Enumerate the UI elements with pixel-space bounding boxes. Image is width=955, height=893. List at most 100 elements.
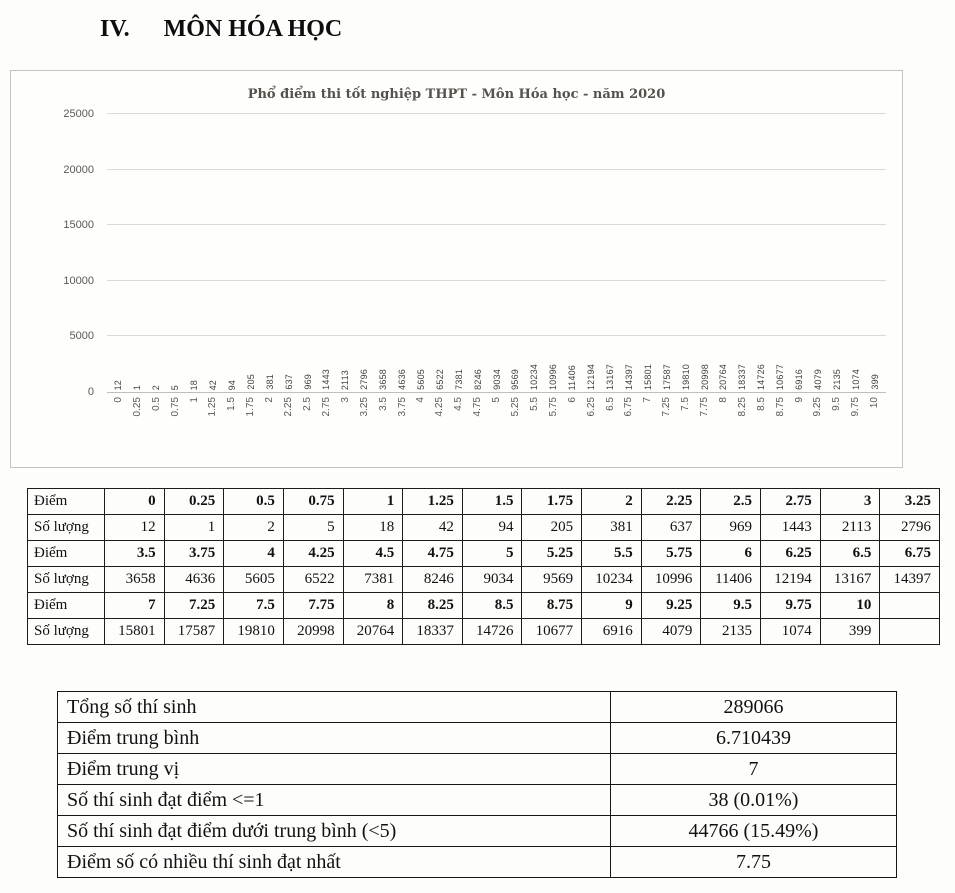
x-axis-tick: 7.75 (695, 393, 714, 451)
score-cell: 5.75 (640, 540, 702, 567)
bar-slot: 14726 (752, 364, 771, 392)
bar-slot: 6916 (790, 369, 809, 392)
bar-slot: 969 (298, 374, 317, 392)
bar-slot: 1443 (317, 369, 336, 392)
summary-value: 7 (609, 753, 898, 785)
bar-value-label: 12 (113, 379, 124, 390)
gridline (107, 224, 886, 226)
x-axis-tick: 3.5 (374, 393, 393, 451)
bar-value-label: 2796 (359, 369, 370, 390)
bar-value-label: 5605 (415, 369, 426, 390)
x-axis-tick-label: 8.25 (736, 397, 748, 417)
x-axis-tick-label: 6 (566, 397, 578, 403)
bar-value-label: 399 (869, 374, 880, 390)
bar-value-label: 9569 (510, 369, 521, 390)
bar-value-label: 10996 (548, 363, 559, 390)
score-cell: 1.5 (461, 488, 523, 515)
count-cell: 18337 (402, 618, 463, 645)
score-cell: 5 (461, 540, 523, 567)
x-axis-tick: 7.25 (657, 393, 676, 451)
score-cell: 8.75 (521, 592, 583, 619)
x-axis-tick: 9.75 (846, 393, 865, 451)
x-axis-tick-label: 6.25 (585, 397, 597, 417)
bar-value-label: 10677 (775, 363, 786, 390)
x-axis-tick: 7.5 (676, 393, 695, 451)
x-axis-tick: 9.25 (809, 393, 828, 451)
score-cell: 5.25 (521, 540, 583, 567)
bar-value-label: 12194 (586, 363, 597, 390)
score-cell: 0.5 (223, 488, 284, 515)
frequency-table: Điểm 0 0.25 0.5 0.75 1 1.25 1.5 1.75 2 2.25 2.5 2.75… (27, 488, 940, 645)
count-cell: 2113 (819, 514, 881, 541)
bar-value-label: 4636 (397, 369, 408, 390)
x-axis-tick-label: 6.75 (623, 397, 635, 417)
x-axis-tick: 1 (185, 393, 204, 451)
x-axis-tick-label: 3.5 (377, 397, 389, 411)
score-cell: 9 (581, 592, 642, 619)
x-axis-tick-label: 1 (188, 397, 200, 403)
bar-value-label: 20764 (718, 363, 729, 390)
bar-value-label: 19810 (680, 363, 691, 390)
x-axis-tick: 6.75 (619, 393, 638, 451)
x-axis-tick-label: 5 (491, 397, 503, 403)
count-cell: 11406 (700, 566, 762, 593)
x-axis-tick: 3 (336, 393, 355, 451)
score-cell: 4 (223, 540, 284, 567)
x-axis: 0 0.25 0.5 0.75 1 1.25 1.5 1.75 2 2.25 2.5 2.75 3 3.2… (107, 393, 886, 451)
bar-slot: 205 (241, 374, 260, 392)
summary-label: Điểm số có nhiều thí sinh đạt nhất (57, 846, 611, 878)
score-cell: 7 (104, 592, 165, 619)
summary-row: Điểm số có nhiều thí sinh đạt nhất 7.75 (57, 846, 898, 878)
x-axis-tick: 0.25 (128, 393, 147, 451)
count-cell: 205 (521, 514, 583, 541)
x-axis-tick: 8.75 (771, 393, 790, 451)
x-axis-tick: 4.5 (449, 393, 468, 451)
count-cell: 12 (104, 514, 165, 541)
score-cell: 0.25 (163, 488, 225, 515)
bar-value-label: 3658 (378, 369, 389, 390)
x-axis-tick-label: 9.75 (850, 397, 862, 417)
bar-slot: 7381 (449, 369, 468, 392)
summary-table: Tổng số thí sinh 289066 Điểm trung bình 6.7… (57, 691, 898, 878)
summary-label: Tổng số thí sinh (57, 691, 611, 723)
bar-value-label: 15801 (642, 363, 653, 390)
score-cell: 1.75 (521, 488, 583, 515)
bar-value-label: 94 (226, 379, 237, 390)
bar-slot: 2113 (336, 370, 355, 392)
summary-value: 289066 (609, 691, 898, 723)
gridline (107, 279, 886, 281)
bar-value-label: 7381 (453, 369, 464, 390)
gridline (107, 168, 886, 170)
count-cell: 2135 (700, 618, 762, 645)
score-cell: 6.25 (760, 540, 821, 567)
count-cell: 6916 (581, 618, 642, 645)
count-cell: 14397 (879, 566, 940, 593)
count-cell: 5 (282, 514, 344, 541)
x-axis-tick: 2.5 (298, 393, 317, 451)
count-cell: 5605 (223, 566, 284, 593)
bar-slot: 8246 (468, 369, 487, 392)
count-cell: 10234 (581, 566, 642, 593)
y-axis-tick-label: 20000 (63, 163, 94, 176)
count-cell (879, 618, 940, 645)
x-axis-tick: 0 (109, 393, 128, 451)
bar-slot: 15801 (638, 364, 657, 392)
score-cell: 3.75 (163, 540, 225, 567)
x-axis-tick-label: 5.25 (509, 397, 521, 417)
score-cell: 1 (342, 488, 404, 515)
count-cell: 10677 (521, 618, 583, 645)
bar-value-label: 14397 (623, 363, 634, 390)
score-cell: 9.5 (700, 592, 762, 619)
bar-value-label: 9034 (491, 369, 502, 390)
count-cell: 9569 (521, 566, 583, 593)
summary-label: Số thí sinh đạt điểm dưới trung bình (<5… (57, 815, 611, 847)
y-axis-tick-label: 25000 (63, 108, 94, 120)
bar-slot: 12 (109, 380, 128, 392)
x-axis-tick-label: 5.75 (547, 397, 559, 417)
x-axis-tick-label: 7.5 (680, 397, 692, 411)
x-axis-tick-label: 4.25 (434, 397, 446, 417)
count-cell: 14726 (461, 618, 523, 645)
gridline (107, 113, 886, 114)
score-row: Điểm 7 7.25 7.5 7.75 8 8.25 8.5 8.75 9 9.25 9.5 9.75… (27, 592, 940, 619)
count-cell: 2 (223, 514, 284, 541)
